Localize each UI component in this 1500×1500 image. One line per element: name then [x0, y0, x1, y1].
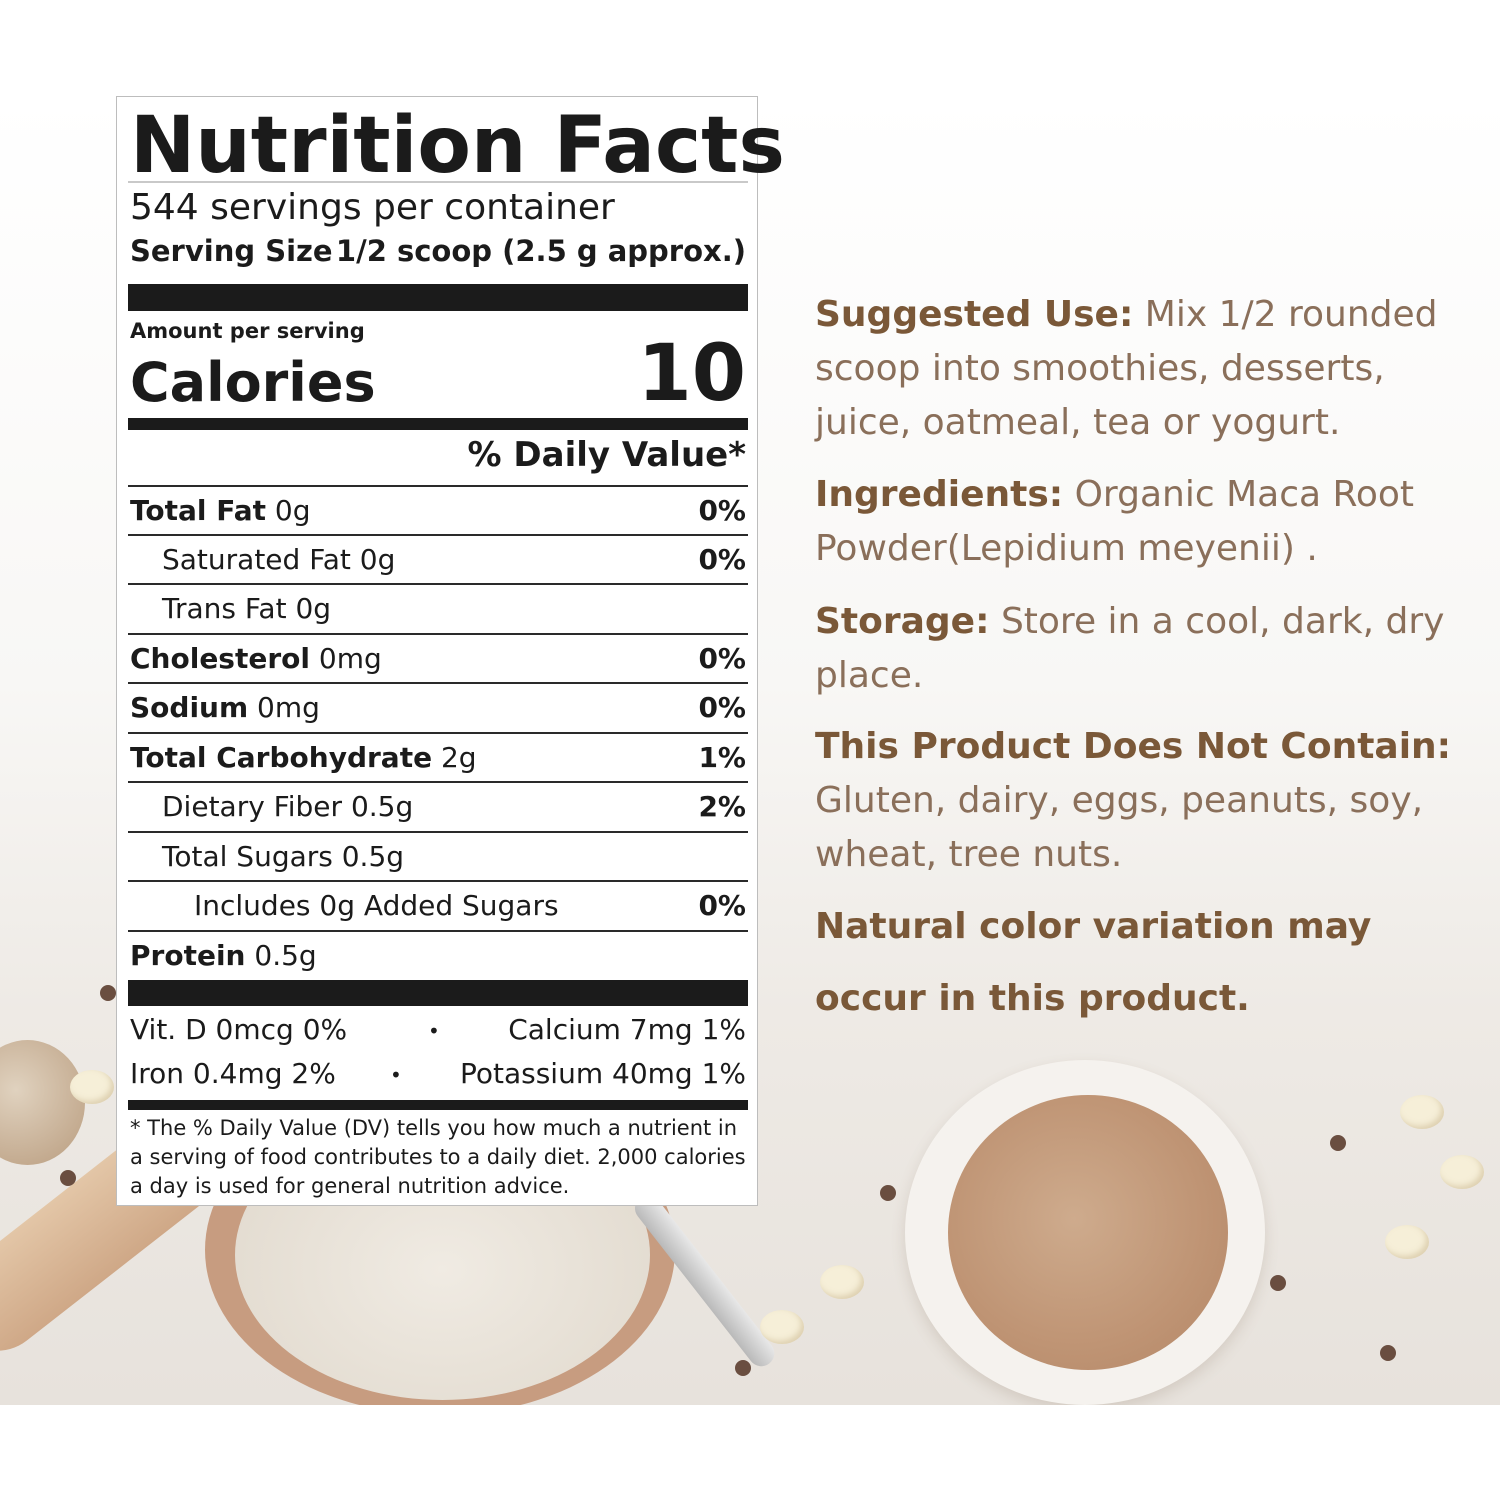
white-chip-image	[70, 1070, 114, 1104]
nutrient-name: Cholesterol 0mg	[130, 642, 382, 675]
ingredients-label: Ingredients:	[815, 474, 1064, 515]
amount-per-serving: Amount per serving	[130, 319, 365, 343]
nutrient-percent: 0%	[698, 543, 746, 576]
chocolate-chip-image	[100, 985, 116, 1001]
walnut-image	[0, 1040, 85, 1165]
nutrient-name: Sodium 0mg	[130, 691, 320, 724]
white-chip-image	[1400, 1095, 1444, 1129]
medium-divider	[128, 1100, 748, 1110]
nutrient-row-added-sugars: Includes 0g Added Sugars 0%	[128, 880, 748, 929]
nutrient-name: Total Carbohydrate 2g	[130, 741, 477, 774]
chocolate-chip-image	[880, 1185, 896, 1201]
nutrient-row-total-carbohydrate: Total Carbohydrate 2g 1%	[128, 732, 748, 781]
thick-divider	[128, 980, 748, 1006]
nutrient-percent: 1%	[698, 741, 746, 774]
does-not-contain-label: This Product Does Not Contain:	[815, 726, 1452, 767]
daily-value-footnote: * The % Daily Value (DV) tells you how m…	[130, 1116, 746, 1198]
nutrient-name: Total Fat 0g	[130, 494, 311, 527]
storage-label: Storage:	[815, 601, 990, 642]
potassium: Potassium 40mg 1%	[459, 1057, 746, 1090]
nutrient-percent: 0%	[698, 889, 746, 922]
nutrient-name: Total Sugars 0.5g	[162, 840, 405, 873]
divider	[128, 181, 748, 183]
nutrition-facts-label: Nutrition Facts 544 servings per contain…	[116, 96, 785, 1206]
chocolate-chip-image	[60, 1170, 76, 1186]
nutrient-row-dietary-fiber: Dietary Fiber 0.5g 2%	[128, 781, 748, 830]
maca-powder-image	[948, 1095, 1228, 1370]
servings-per-container: 544 servings per container	[130, 187, 615, 228]
nutrient-row-cholesterol: Cholesterol 0mg 0%	[128, 633, 748, 682]
suggested-use: Suggested Use: Mix 1/2 rounded scoop int…	[815, 288, 1455, 450]
ingredients-text: Organic Maca Root Powder(Lepidium meyeni…	[815, 474, 1415, 569]
iron: Iron 0.4mg 2%	[130, 1057, 336, 1090]
suggested-use-label: Suggested Use:	[815, 294, 1134, 335]
nutrient-row-sodium: Sodium 0mg 0%	[128, 682, 748, 731]
nutrient-percent: 0%	[698, 494, 746, 527]
nutrient-row-total-sugars: Total Sugars 0.5g	[128, 831, 748, 880]
nutrient-percent: 0%	[698, 642, 746, 675]
white-chip-image	[1440, 1155, 1484, 1189]
chocolate-chip-image	[1330, 1135, 1346, 1151]
nutrient-name: Protein 0.5g	[130, 939, 317, 972]
separator-dot: •	[428, 1019, 440, 1043]
chocolate-chip-image	[735, 1360, 751, 1376]
does-not-contain-text: Gluten, dairy, eggs, peanuts, soy, wheat…	[815, 780, 1424, 875]
storage: Storage: Store in a cool, dark, dry plac…	[815, 595, 1455, 703]
calories-label: Calories	[130, 351, 376, 414]
chocolate-chip-image	[1380, 1345, 1396, 1361]
nutrient-name: Trans Fat 0g	[162, 592, 332, 625]
suggested-use-text: Mix 1/2 rounded scoop into smoothies, de…	[815, 294, 1438, 443]
label-title: Nutrition Facts	[130, 101, 785, 191]
color-variation-note: Natural color variation may occur in thi…	[815, 906, 1372, 1019]
nutrient-name: Includes 0g Added Sugars	[194, 889, 559, 922]
nutrient-row-protein: Protein 0.5g	[128, 930, 748, 979]
daily-value-header: % Daily Value*	[467, 435, 746, 475]
nutrient-name: Dietary Fiber 0.5g	[162, 790, 414, 823]
calcium: Calcium 7mg 1%	[508, 1013, 746, 1046]
white-chip-image	[820, 1265, 864, 1299]
vitamin-d: Vit. D 0mcg 0%	[130, 1013, 348, 1046]
white-chip-image	[760, 1310, 804, 1344]
nutrient-row-total-fat: Total Fat 0g 0%	[128, 485, 748, 534]
ingredients: Ingredients: Organic Maca Root Powder(Le…	[815, 468, 1455, 576]
serving-size-value: 1/2 scoop (2.5 g approx.)	[335, 234, 746, 268]
nutrient-name: Saturated Fat 0g	[162, 543, 396, 576]
separator-dot: •	[390, 1063, 402, 1087]
nutrient-percent: 0%	[698, 691, 746, 724]
chocolate-chip-image	[1270, 1275, 1286, 1291]
medium-divider	[128, 418, 748, 430]
thick-divider	[128, 284, 748, 311]
nutrient-percent: 2%	[698, 790, 746, 823]
serving-size-label: Serving Size	[130, 234, 333, 268]
nutrient-row-saturated-fat: Saturated Fat 0g 0%	[128, 534, 748, 583]
white-chip-image	[1385, 1225, 1429, 1259]
calories-value: 10	[637, 329, 746, 419]
storage-text: Store in a cool, dark, dry place.	[815, 601, 1445, 696]
allergen-info: This Product Does Not Contain: Gluten, d…	[815, 720, 1455, 882]
nutrient-row-trans-fat: Trans Fat 0g	[128, 583, 748, 632]
